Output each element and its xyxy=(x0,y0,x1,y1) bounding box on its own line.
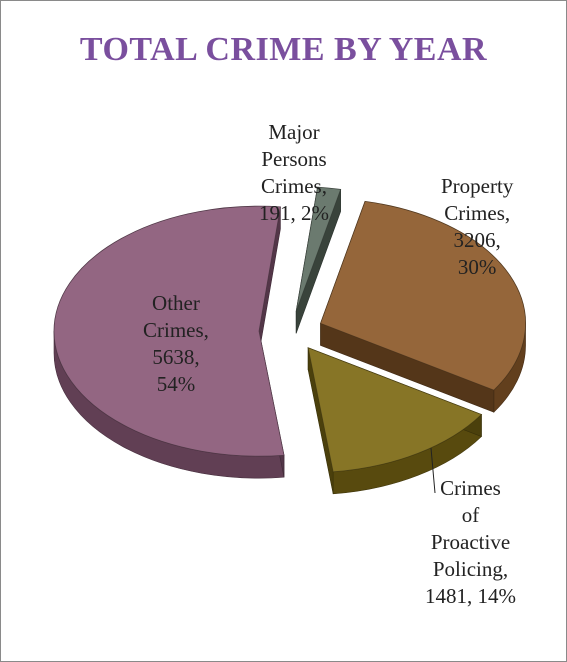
slice-highlight xyxy=(54,206,285,457)
chart-title: TOTAL CRIME BY YEAR xyxy=(79,31,488,68)
slice-top xyxy=(53,205,285,457)
slice-top xyxy=(307,347,483,473)
slice-highlight xyxy=(320,201,526,391)
label-other-crimes: Other Crimes, 5638, 54% xyxy=(143,291,209,396)
slice-major-persons-crimes xyxy=(295,186,342,334)
label-crimes-of-proactive-policing: Crimes of Proactive Policing, 1481, 14% xyxy=(425,476,516,608)
slice-property-crimes xyxy=(320,200,526,413)
leader-line-proactive-policing xyxy=(430,447,436,494)
slice-highlight xyxy=(308,347,482,472)
slice-top xyxy=(320,200,526,391)
slice-top xyxy=(295,186,342,312)
label-property-crimes: Property Crimes, 3206, 30% xyxy=(441,174,514,279)
slice-crimes-of-proactive-policing xyxy=(307,347,483,495)
label-major-persons-crimes: Major Persons Crimes, 191, 2% xyxy=(259,120,329,225)
slice-other-crimes xyxy=(53,205,285,479)
slice-highlight xyxy=(296,187,341,312)
